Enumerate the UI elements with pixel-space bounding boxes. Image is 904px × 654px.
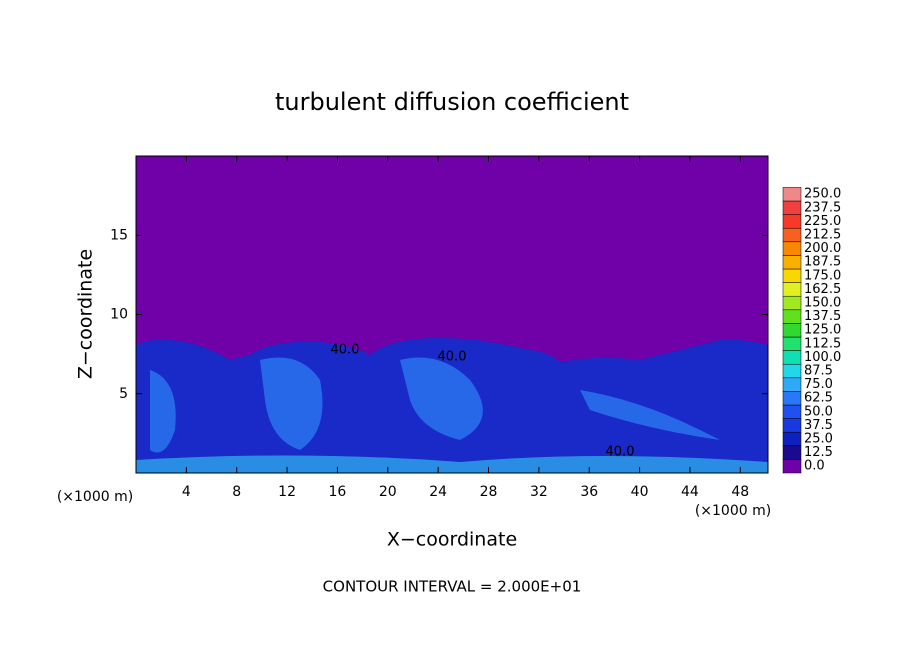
y-tick-label: 10	[110, 307, 128, 323]
x-tick-label: 32	[530, 484, 548, 500]
x-unit-left: (×1000 m)	[57, 489, 133, 505]
colorbar-label: 100.0	[804, 350, 841, 365]
contour-label: 40.0	[606, 445, 635, 460]
colorbar-label: 237.5	[804, 200, 841, 215]
contour-labels: 40.0 40.0 40.0	[331, 343, 635, 460]
y-tick-label: 5	[119, 386, 128, 402]
x-axis-label: X−coordinate	[387, 529, 517, 551]
colorbar-label: 187.5	[804, 255, 841, 270]
colorbar-box	[782, 323, 802, 338]
colorbar-box	[782, 445, 802, 460]
chart-title: turbulent diffusion coefficient	[275, 88, 629, 116]
colorbar-label: 212.5	[804, 228, 841, 243]
y-tick-label: 15	[110, 227, 128, 243]
colorbar-label: 162.5	[804, 282, 841, 297]
colorbar-label: 125.0	[804, 323, 841, 338]
colorbar-label: 200.0	[804, 241, 841, 256]
x-tick-label: 36	[580, 484, 598, 500]
footer: CONTOUR INTERVAL = 2.000E+01	[323, 578, 582, 596]
x-tick-label: 24	[429, 484, 447, 500]
colorbar-label: 112.5	[804, 336, 841, 351]
colorbar-label: 250.0	[804, 187, 841, 202]
colorbar-box	[782, 255, 802, 270]
x-tick-label: 28	[480, 484, 498, 500]
x-tick-label: 48	[731, 484, 749, 500]
colorbar-label: 37.5	[804, 418, 833, 433]
colorbar-box	[782, 391, 802, 406]
colorbar-label: 0.0	[804, 459, 825, 474]
contour-label: 40.0	[331, 343, 360, 358]
colorbar-box	[782, 227, 802, 243]
colorbar-box	[782, 404, 802, 419]
colorbar-box	[782, 295, 802, 311]
colorbar-label: 150.0	[804, 296, 841, 311]
contour-label: 40.0	[438, 350, 467, 365]
colorbar-box	[782, 363, 802, 379]
colorbar-label: 175.0	[804, 268, 841, 283]
colorbar-box	[782, 214, 802, 229]
colorbar-label: 62.5	[804, 391, 833, 406]
colorbar-box	[782, 282, 802, 297]
x-tick-label: 44	[681, 484, 699, 500]
colorbar-box	[782, 418, 802, 433]
x-unit-right: (×1000 m)	[695, 503, 771, 519]
colorbar-label: 75.0	[804, 377, 833, 392]
colorbar-box	[782, 200, 802, 215]
colorbar-label: 25.0	[804, 432, 833, 447]
x-tick-label: 40	[631, 484, 649, 500]
colorbar-box	[782, 241, 802, 256]
x-tick-label: 20	[379, 484, 397, 500]
colorbar-box	[782, 459, 802, 474]
colorbar-label: 137.5	[804, 309, 841, 324]
x-tick-label: 4	[182, 484, 191, 500]
colorbar-box	[782, 309, 802, 324]
colorbar-box	[782, 336, 802, 351]
colorbar-box	[782, 268, 802, 283]
x-tick-label: 12	[278, 484, 296, 500]
field-shapes	[136, 338, 768, 473]
colorbar-label: 87.5	[804, 364, 833, 379]
colorbar-label: 12.5	[804, 445, 833, 460]
surface-layer	[136, 455, 768, 473]
x-tick-label: 8	[232, 484, 241, 500]
colorbar-box	[782, 187, 802, 202]
y-axis-label: Z−coordinate	[75, 249, 97, 379]
turbulent-eddies	[150, 357, 720, 453]
colorbar-box	[782, 350, 802, 365]
colorbar-box	[782, 377, 802, 392]
colorbar-box	[782, 431, 802, 447]
colorbar-label: 50.0	[804, 404, 833, 419]
colorbar-label: 225.0	[804, 214, 841, 229]
x-tick-label: 16	[329, 484, 347, 500]
